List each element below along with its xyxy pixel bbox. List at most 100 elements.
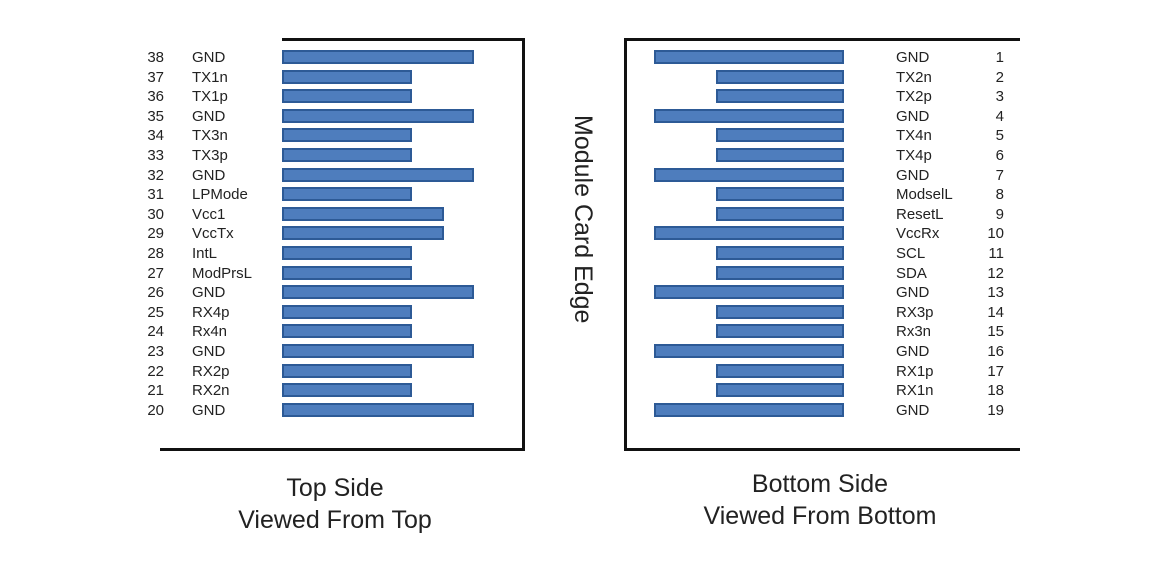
- contact-pad: [716, 128, 844, 143]
- bottom-side-pin-row: 7 GND: [600, 166, 1150, 186]
- bottom-side-pin-row: 6 TX4p: [600, 146, 1150, 166]
- bottom-side-frame-left: [624, 38, 627, 450]
- pin-number: 7: [995, 166, 1004, 184]
- pin-number: 37: [147, 68, 164, 86]
- bottom-side-pin-row: 18 RX1n: [600, 381, 1150, 401]
- pin-label: Rx4n: [192, 323, 228, 341]
- top-side-pin-row: 37 TX1n: [0, 68, 560, 88]
- contact-pad: [282, 402, 474, 417]
- contact-pad: [282, 285, 474, 300]
- contact-pad: [654, 50, 844, 64]
- bottom-side-pin-row: 17 RX1p: [600, 362, 1150, 382]
- contact-pad: [654, 108, 844, 123]
- contact-pad: [282, 246, 412, 260]
- pin-label: SCL: [896, 245, 926, 262]
- top-side-pin-row: 29 VccTx: [0, 224, 560, 244]
- pin-number: 33: [147, 147, 164, 164]
- bottom-side-frame-top: [624, 38, 1020, 41]
- pin-label: TX4n: [896, 127, 932, 145]
- pin-label: TX2p: [896, 88, 932, 106]
- top-side-pin-row: 22 RX2p: [0, 362, 560, 382]
- bottom-side-caption: Bottom Side Viewed From Bottom: [645, 468, 995, 532]
- contact-pad: [716, 383, 844, 398]
- pin-number: 16: [987, 343, 1004, 360]
- pin-label: RX3p: [896, 303, 934, 321]
- pin-number: 31: [147, 186, 164, 204]
- bottom-side-pin-row: 14 RX3p: [600, 303, 1150, 323]
- pin-number: 23: [147, 343, 164, 360]
- pin-number: 20: [147, 401, 164, 419]
- contact-pad: [716, 206, 844, 221]
- contact-pad: [282, 324, 412, 339]
- pin-label: GND: [192, 284, 226, 302]
- top-side-pin-row: 25 RX4p: [0, 303, 560, 323]
- top-side-pin-row: 26 GND: [0, 283, 560, 303]
- contact-pad: [282, 148, 412, 162]
- pin-label: GND: [192, 49, 226, 66]
- pin-label: GND: [896, 284, 930, 302]
- pin-label: RX2n: [192, 382, 230, 400]
- contact-pad: [716, 304, 844, 319]
- pin-label: Vcc1: [192, 205, 226, 223]
- contact-pad: [654, 226, 844, 241]
- contact-pad: [716, 246, 844, 260]
- top-side-pin-row: 23 GND: [0, 342, 560, 362]
- pin-number: 2: [995, 68, 1004, 86]
- bottom-side-pin-row: 13 GND: [600, 283, 1150, 303]
- pin-number: 29: [147, 225, 164, 243]
- pin-number: 4: [995, 107, 1004, 125]
- top-side-pin-row: 21 RX2n: [0, 381, 560, 401]
- contact-pad: [282, 206, 444, 221]
- contact-pad: [282, 50, 474, 64]
- pin-number: 36: [147, 88, 164, 106]
- top-side-pin-row: 20 GND: [0, 401, 560, 421]
- top-side-caption: Top Side Viewed From Top: [160, 472, 510, 536]
- module-card-edge-label: Module Card Edge: [569, 115, 597, 324]
- pin-number: 14: [987, 303, 1004, 321]
- pin-label: GND: [192, 166, 226, 184]
- contact-pad: [654, 402, 844, 417]
- pin-label: RX1n: [896, 382, 934, 400]
- top-side-pin-row: 27 ModPrsL: [0, 264, 560, 284]
- top-side-pin-row: 35 GND: [0, 107, 560, 127]
- pin-number: 18: [987, 382, 1004, 400]
- bottom-side-pin-row: 1 GND: [600, 48, 1150, 68]
- bottom-side-panel: 1 GND 2 TX2n 3 TX2p 4 GND 5 TX4n 6 TX4p 7 GND 8 ModselL…: [600, 0, 1150, 565]
- contact-pad: [716, 187, 844, 202]
- pin-label: ModselL: [896, 186, 953, 204]
- contact-pad: [282, 187, 412, 202]
- top-side-pin-row: 38 GND: [0, 48, 560, 68]
- contact-pad: [282, 344, 474, 358]
- pin-number: 35: [147, 107, 164, 125]
- pin-number: 15: [987, 323, 1004, 341]
- top-side-pin-row: 36 TX1p: [0, 87, 560, 107]
- top-side-frame-top: [282, 38, 524, 41]
- pin-number: 3: [995, 88, 1004, 106]
- contact-pad: [716, 148, 844, 162]
- pin-label: RX2p: [192, 362, 230, 380]
- pin-label: ResetL: [896, 205, 944, 223]
- bottom-side-pin-row: 2 TX2n: [600, 68, 1150, 88]
- pin-number: 19: [987, 401, 1004, 419]
- pin-number: 13: [987, 284, 1004, 302]
- bottom-side-pin-row: 10 VccRx: [600, 224, 1150, 244]
- pin-label: ModPrsL: [192, 264, 253, 282]
- top-side-caption-line1: Top Side: [286, 474, 384, 502]
- top-side-pin-row: 31 LPMode: [0, 185, 560, 205]
- pin-number: 22: [147, 362, 164, 380]
- pin-number: 38: [147, 49, 164, 66]
- top-side-panel: 38 GND 37 TX1n 36 TX1p 35 GND 34 TX3n 33 TX3p 32 GND 3…: [0, 0, 560, 565]
- pin-label: TX1n: [192, 68, 228, 86]
- pin-number: 11: [988, 245, 1004, 262]
- pin-label: SDA: [896, 264, 927, 282]
- pin-label: GND: [896, 49, 930, 66]
- pin-number: 27: [147, 264, 164, 282]
- pin-label: TX4p: [896, 147, 932, 164]
- pin-label: GND: [192, 343, 226, 360]
- contact-pad: [654, 285, 844, 300]
- top-side-pin-row: 32 GND: [0, 166, 560, 186]
- bottom-side-frame-bottom: [624, 448, 1020, 451]
- pin-number: 24: [147, 323, 164, 341]
- bottom-side-pin-row: 16 GND: [600, 342, 1150, 362]
- pin-number: 9: [995, 205, 1004, 223]
